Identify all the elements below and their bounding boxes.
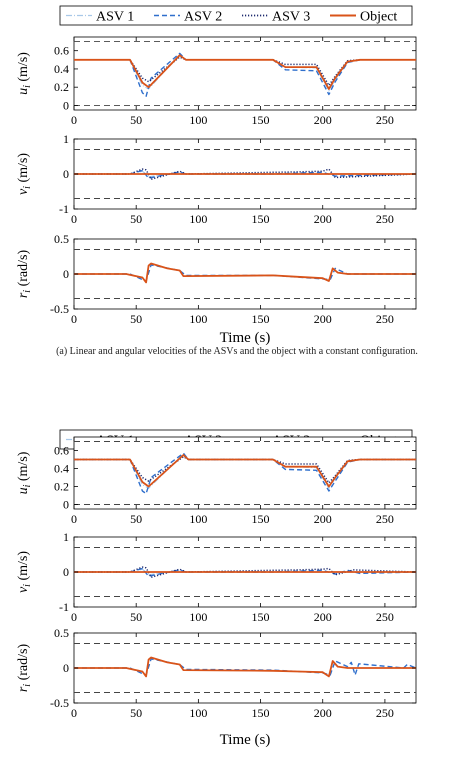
x-axis-label: Time (s) xyxy=(220,330,271,346)
x-tick-label: 250 xyxy=(376,212,394,226)
y-axis-label: ui (m/s) xyxy=(16,451,33,494)
y-axis-label: ri (rad/s) xyxy=(16,250,33,299)
x-tick-label: 250 xyxy=(376,706,394,720)
x-tick-label: 50 xyxy=(130,312,142,326)
y-tick-label: 0.4 xyxy=(54,62,69,76)
x-tick-label: 0 xyxy=(71,610,77,624)
y-tick-label: 0 xyxy=(63,167,69,181)
x-tick-label: 150 xyxy=(252,312,270,326)
figure-caption: (a) Linear and angular velocities of the… xyxy=(56,346,418,357)
y-axis-label: ri (rad/s) xyxy=(16,644,33,693)
y-tick-label: 0.6 xyxy=(54,44,69,58)
legend: ASV 1 ASV 2 ASV 3 Object xyxy=(59,5,413,26)
x-tick-label: 250 xyxy=(376,610,394,624)
y-tick-label: -1 xyxy=(59,202,69,216)
y-axis-label: ui (m/s) xyxy=(16,52,33,95)
x-tick-label: 0 xyxy=(71,312,77,326)
series-line-asv-1 xyxy=(74,53,416,92)
x-tick-label: 50 xyxy=(130,610,142,624)
x-tick-label: 250 xyxy=(376,512,394,526)
x-tick-label: 0 xyxy=(71,113,77,127)
x-tick-label: 200 xyxy=(314,212,332,226)
x-tick-label: 50 xyxy=(130,512,142,526)
x-tick-label: 50 xyxy=(130,212,142,226)
y-tick-label: 1 xyxy=(63,530,69,544)
series-line-asv-2 xyxy=(74,264,416,282)
y-tick-label: 0.6 xyxy=(54,444,69,458)
x-tick-label: 150 xyxy=(252,706,270,720)
y-tick-label: 0.5 xyxy=(54,232,69,246)
panel-1: 0 0.2 0.4 0.6 0 50 100 150 200 250 ui (m/s) xyxy=(16,436,417,526)
legend-label-asv-3: ASV 3 xyxy=(272,10,310,25)
x-tick-label: 0 xyxy=(71,706,77,720)
y-tick-label: 0.5 xyxy=(54,626,69,640)
y-tick-label: 0.2 xyxy=(54,80,69,94)
panel-1: 0 0.2 0.4 0.6 0 50 100 150 200 250 ui (m/s) xyxy=(16,36,417,127)
y-tick-label: -0.5 xyxy=(50,696,69,710)
x-tick-label: 100 xyxy=(189,512,207,526)
x-tick-label: 250 xyxy=(376,113,394,127)
x-tick-label: 0 xyxy=(71,212,77,226)
series-line-asv-3 xyxy=(74,566,416,579)
y-tick-label: 0 xyxy=(63,565,69,579)
y-tick-label: 0 xyxy=(63,498,69,512)
x-tick-label: 200 xyxy=(314,312,332,326)
x-tick-label: 0 xyxy=(71,512,77,526)
x-tick-label: 50 xyxy=(130,113,142,127)
y-axis-label: vi (m/s) xyxy=(16,153,33,195)
x-tick-label: 150 xyxy=(252,610,270,624)
y-tick-label: -1 xyxy=(59,600,69,614)
x-tick-label: 200 xyxy=(314,706,332,720)
y-tick-label: 1 xyxy=(63,132,69,146)
x-tick-label: 100 xyxy=(189,212,207,226)
x-tick-label: 200 xyxy=(314,512,332,526)
x-tick-label: 100 xyxy=(189,113,207,127)
x-tick-label: 150 xyxy=(252,212,270,226)
series-line-object xyxy=(74,54,416,90)
legend-label-asv-2: ASV 2 xyxy=(184,10,222,25)
plot-area xyxy=(73,36,417,111)
legend-label-object: Object xyxy=(360,10,397,25)
x-tick-label: 150 xyxy=(252,512,270,526)
y-axis-label: vi (m/s) xyxy=(16,551,33,593)
plot-area xyxy=(73,436,417,510)
x-tick-label: 100 xyxy=(189,706,207,720)
series-line-object xyxy=(74,454,416,488)
x-tick-label: 200 xyxy=(314,610,332,624)
x-tick-label: 50 xyxy=(130,706,142,720)
y-tick-label: -0.5 xyxy=(50,302,69,316)
y-tick-label: 0 xyxy=(63,98,69,112)
legend-label-asv-1: ASV 1 xyxy=(96,10,134,25)
x-tick-label: 100 xyxy=(189,312,207,326)
x-tick-label: 150 xyxy=(252,113,270,127)
x-tick-label: 200 xyxy=(314,113,332,127)
series-line-asv-3 xyxy=(74,456,416,484)
series-line-object xyxy=(74,656,416,678)
x-tick-label: 100 xyxy=(189,610,207,624)
y-tick-label: 0 xyxy=(63,267,69,281)
y-tick-label: 0.4 xyxy=(54,462,69,476)
y-tick-label: 0 xyxy=(63,661,69,675)
x-axis-label: Time (s) xyxy=(220,732,271,748)
y-tick-label: 0.2 xyxy=(54,480,69,494)
series-line-object xyxy=(74,262,416,284)
x-tick-label: 250 xyxy=(376,312,394,326)
legend-box xyxy=(59,5,413,26)
